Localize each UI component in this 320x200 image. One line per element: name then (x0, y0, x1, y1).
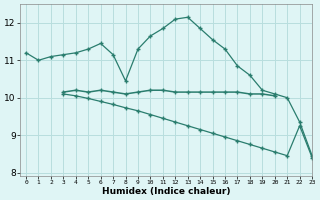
X-axis label: Humidex (Indice chaleur): Humidex (Indice chaleur) (102, 187, 230, 196)
